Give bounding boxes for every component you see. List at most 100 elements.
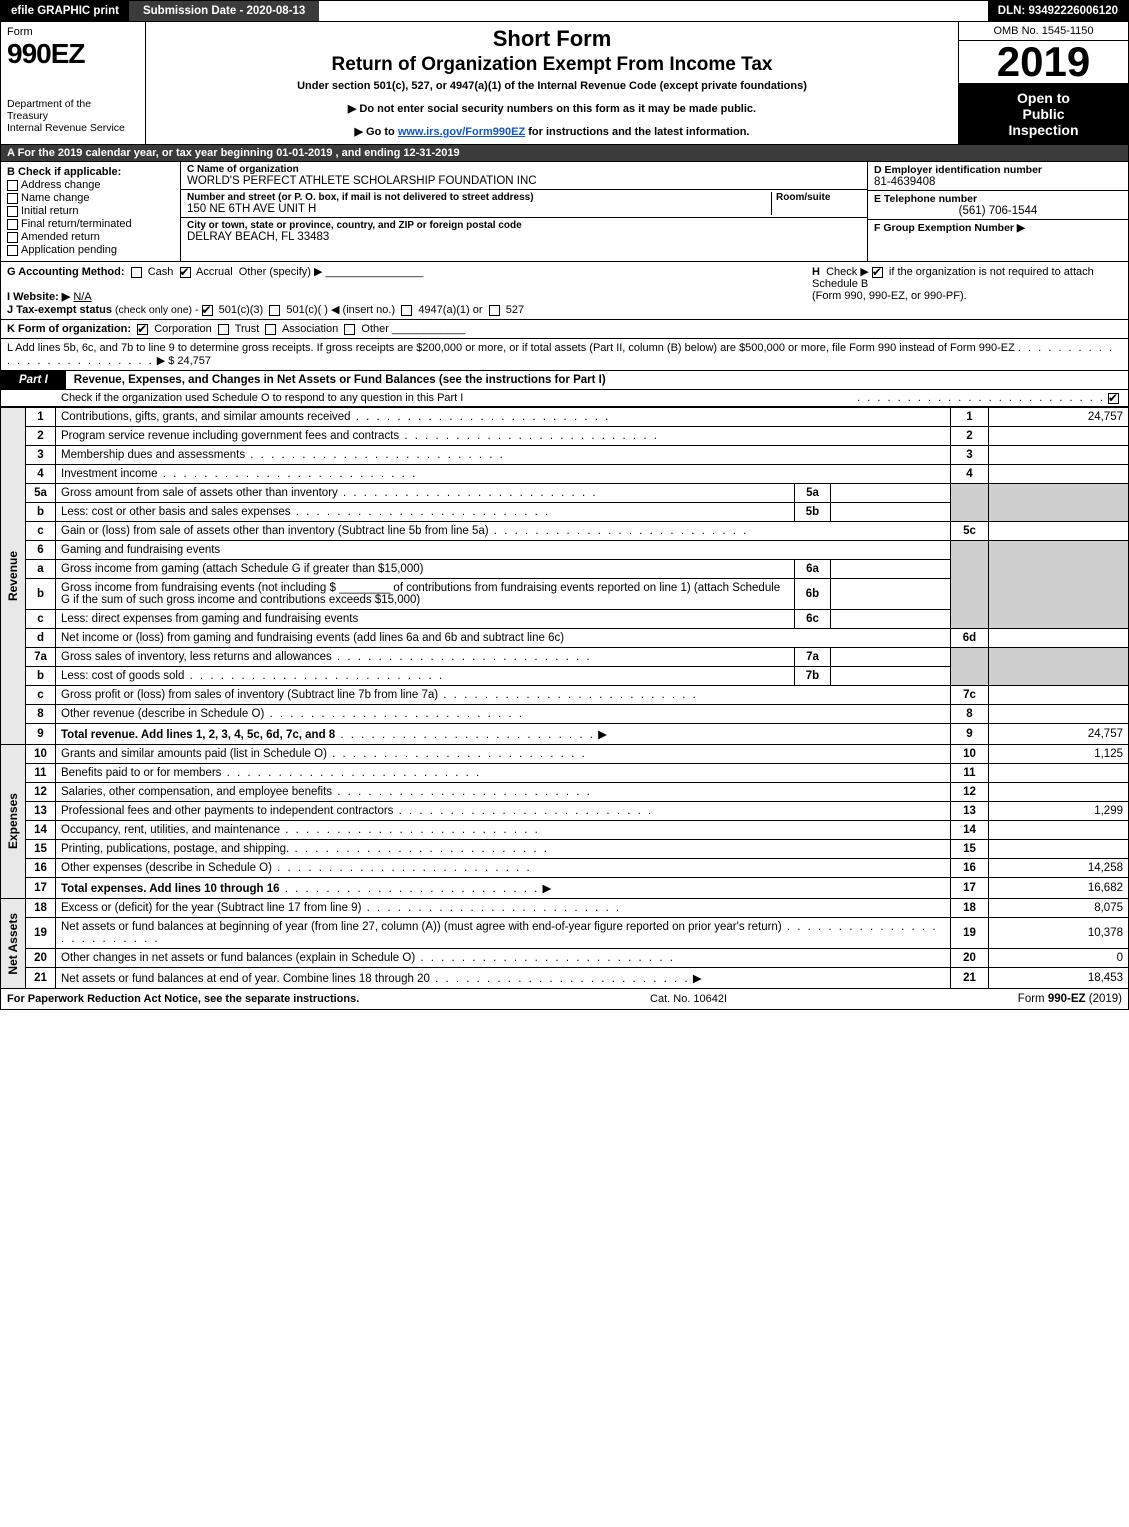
line-ref: 13: [951, 802, 989, 821]
check-final-return[interactable]: Final return/terminated: [7, 218, 174, 230]
line-ref: 3: [951, 446, 989, 465]
line-no: a: [26, 560, 56, 579]
table-row: 20 Other changes in net assets or fund b…: [1, 949, 1129, 968]
table-row: 14 Occupancy, rent, utilities, and maint…: [1, 821, 1129, 840]
line-text: Salaries, other compensation, and employ…: [56, 783, 951, 802]
check-address-change[interactable]: Address change: [7, 179, 174, 191]
h-schedule-b: H Check ▶ if the organization is not req…: [812, 265, 1122, 302]
check-amend-label: Amended return: [21, 231, 100, 243]
top-bar-left: efile GRAPHIC print Submission Date - 20…: [1, 1, 319, 21]
line-no: 8: [26, 705, 56, 724]
irs-link[interactable]: www.irs.gov/Form990EZ: [398, 126, 525, 138]
check-cash[interactable]: [131, 267, 142, 278]
line-no: 15: [26, 840, 56, 859]
check-initial-return[interactable]: Initial return: [7, 205, 174, 217]
line-text: Net assets or fund balances at end of ye…: [56, 968, 951, 989]
line-no: 6: [26, 541, 56, 560]
org-city: DELRAY BEACH, FL 33483: [187, 231, 861, 243]
line-text: Contributions, gifts, grants, and simila…: [56, 408, 951, 427]
line-no: b: [26, 503, 56, 522]
line-ref: 20: [951, 949, 989, 968]
check-schedule-o[interactable]: [1108, 393, 1119, 404]
check-association[interactable]: [265, 324, 276, 335]
inner-val: [831, 484, 951, 503]
line-text: Program service revenue including govern…: [56, 427, 951, 446]
shade-cell: [989, 541, 1129, 629]
line-text: Gaming and fundraising events: [56, 541, 951, 560]
check-trust[interactable]: [218, 324, 229, 335]
check-name-label: Name change: [21, 192, 90, 204]
line-text: Grants and similar amounts paid (list in…: [56, 745, 951, 764]
table-row: c Gain or (loss) from sale of assets oth…: [1, 522, 1129, 541]
row-g-h: G Accounting Method: Cash Accrual Other …: [0, 262, 1129, 320]
k-label: K Form of organization:: [7, 323, 131, 335]
line-no: 18: [26, 899, 56, 918]
dept-treasury: Department of the Treasury Internal Reve…: [7, 98, 139, 134]
c-street-row: Number and street (or P. O. box, if mail…: [181, 190, 867, 218]
line-amount: 1,125: [989, 745, 1129, 764]
shade-cell: [989, 484, 1129, 522]
line-no: 11: [26, 764, 56, 783]
line-no: 14: [26, 821, 56, 840]
line-no: 16: [26, 859, 56, 878]
shade-cell: [989, 648, 1129, 686]
open1: Open to: [1017, 90, 1070, 106]
line-ref: 5c: [951, 522, 989, 541]
table-row: 4 Investment income 4: [1, 465, 1129, 484]
dept-line3: Internal Revenue Service: [7, 122, 125, 134]
line-no: 12: [26, 783, 56, 802]
part1-check-o: Check if the organization used Schedule …: [0, 390, 1129, 407]
line-amount: 18,453: [989, 968, 1129, 989]
open-to-public: Open to Public Inspection: [959, 83, 1128, 144]
c-city-row: City or town, state or province, country…: [181, 218, 867, 245]
line-no: 2: [26, 427, 56, 446]
table-row: 2 Program service revenue including gove…: [1, 427, 1129, 446]
check-501c[interactable]: [269, 305, 280, 316]
check-application-pending[interactable]: Application pending: [7, 244, 174, 256]
b-label: B Check if applicable:: [7, 166, 121, 178]
line-no: 19: [26, 918, 56, 949]
check-amended-return[interactable]: Amended return: [7, 231, 174, 243]
instr-goto: ▶ Go to www.irs.gov/Form990EZ for instru…: [152, 125, 952, 138]
check-4947[interactable]: [401, 305, 412, 316]
table-row: 13 Professional fees and other payments …: [1, 802, 1129, 821]
line-amount: [989, 686, 1129, 705]
instr2-pre: ▶ Go to: [355, 126, 398, 138]
l-text: L Add lines 5b, 6c, and 7b to line 9 to …: [7, 342, 1015, 354]
check-corporation[interactable]: [137, 324, 148, 335]
check-app-label: Application pending: [21, 244, 117, 256]
row-a-taxyear: A For the 2019 calendar year, or tax yea…: [0, 145, 1129, 162]
table-row: 21 Net assets or fund balances at end of…: [1, 968, 1129, 989]
check-527[interactable]: [489, 305, 500, 316]
check-501c3[interactable]: [202, 305, 213, 316]
line-text: Other expenses (describe in Schedule O): [56, 859, 951, 878]
line-text: Gain or (loss) from sale of assets other…: [56, 522, 951, 541]
check-other-org[interactable]: [344, 324, 355, 335]
line-no: b: [26, 579, 56, 610]
row-k: K Form of organization: Corporation Trus…: [0, 320, 1129, 339]
line-text: Benefits paid to or for members: [56, 764, 951, 783]
i-label: I Website: ▶: [7, 291, 70, 303]
line-no: 21: [26, 968, 56, 989]
line-ref: 21: [951, 968, 989, 989]
part1-desc: Revenue, Expenses, and Changes in Net As…: [66, 371, 1128, 389]
f-label: F Group Exemption Number ▶: [874, 222, 1122, 234]
g-accrual: Accrual: [196, 266, 233, 278]
inner-val: [831, 667, 951, 686]
check-accrual[interactable]: [180, 267, 191, 278]
check-name-change[interactable]: Name change: [7, 192, 174, 204]
inner-no: 5b: [795, 503, 831, 522]
table-row: 16 Other expenses (describe in Schedule …: [1, 859, 1129, 878]
line-amount: 14,258: [989, 859, 1129, 878]
table-row: Revenue 1 Contributions, gifts, grants, …: [1, 408, 1129, 427]
k-corp: Corporation: [154, 323, 211, 335]
line-amount: [989, 629, 1129, 648]
line-amount: [989, 427, 1129, 446]
inner-no: 5a: [795, 484, 831, 503]
table-row: 9 Total revenue. Add lines 1, 2, 3, 4, 5…: [1, 724, 1129, 745]
check-h-not-required[interactable]: [872, 267, 883, 278]
table-row: Expenses 10 Grants and similar amounts p…: [1, 745, 1129, 764]
return-title: Return of Organization Exempt From Incom…: [152, 54, 952, 76]
line-no: 9: [26, 724, 56, 745]
efile-print-button[interactable]: efile GRAPHIC print: [1, 1, 129, 21]
